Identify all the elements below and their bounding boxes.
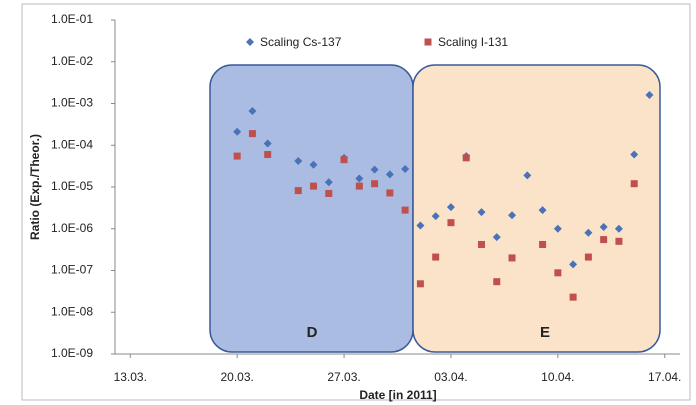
point xyxy=(294,187,302,195)
point xyxy=(584,228,593,237)
point xyxy=(614,224,623,233)
x-tick-label: 10.04. xyxy=(541,370,574,384)
point xyxy=(477,240,485,248)
point xyxy=(645,90,654,99)
point xyxy=(431,212,440,221)
point xyxy=(599,223,608,232)
y-tick-label: 1.0E-07 xyxy=(51,263,93,277)
y-tick-label: 1.0E-05 xyxy=(51,179,93,193)
legend-label: Scaling Cs-137 xyxy=(260,35,342,49)
x-tick-label: 13.03. xyxy=(114,370,147,384)
legend-marker xyxy=(424,38,432,46)
point xyxy=(385,170,394,179)
point xyxy=(401,164,410,173)
x-tick-label: 03.04. xyxy=(434,370,467,384)
point xyxy=(432,253,440,261)
y-axis-title: Ratio (Exp./Theor.) xyxy=(28,134,42,240)
legend-label: Scaling I-131 xyxy=(438,35,508,49)
point xyxy=(600,236,608,244)
point xyxy=(370,165,379,174)
point xyxy=(294,156,303,165)
point xyxy=(539,240,547,248)
legend-marker xyxy=(246,38,254,46)
point xyxy=(248,107,257,116)
region-label: D xyxy=(307,324,318,341)
point xyxy=(630,180,638,188)
y-tick-label: 1.0E-06 xyxy=(51,221,93,235)
point xyxy=(553,224,562,233)
point xyxy=(477,208,486,217)
point xyxy=(584,253,592,261)
point xyxy=(371,180,379,188)
point xyxy=(324,178,333,187)
point xyxy=(630,150,639,159)
x-tick-label: 20.03. xyxy=(220,370,253,384)
point xyxy=(325,189,333,197)
y-tick-label: 1.0E-09 xyxy=(51,346,93,360)
point xyxy=(355,174,364,183)
x-axis-title: Date [in 2011] xyxy=(359,388,436,402)
point xyxy=(263,139,272,148)
point xyxy=(447,219,455,227)
y-tick-label: 1.0E-01 xyxy=(51,12,93,26)
point xyxy=(508,254,516,262)
point xyxy=(233,127,242,136)
region-label: E xyxy=(540,324,550,341)
point xyxy=(569,293,577,301)
point xyxy=(355,182,363,190)
x-tick-label: 17.04. xyxy=(648,370,681,384)
point xyxy=(569,260,578,269)
y-tick-label: 1.0E-08 xyxy=(51,304,93,318)
point xyxy=(462,154,470,162)
region-e xyxy=(412,64,661,353)
point xyxy=(492,233,501,242)
point xyxy=(416,221,425,230)
point xyxy=(233,152,241,160)
point xyxy=(264,151,272,159)
point xyxy=(416,280,424,288)
point xyxy=(493,278,501,286)
y-tick-label: 1.0E-04 xyxy=(51,137,93,151)
point xyxy=(401,206,409,214)
y-tick-label: 1.0E-03 xyxy=(51,96,93,110)
point xyxy=(248,130,256,138)
point xyxy=(309,160,318,169)
point xyxy=(615,237,623,245)
point xyxy=(340,156,348,164)
point xyxy=(386,189,394,197)
point xyxy=(554,269,562,277)
x-tick-label: 27.03. xyxy=(327,370,360,384)
point xyxy=(523,171,532,180)
y-tick-label: 1.0E-02 xyxy=(51,54,93,68)
point xyxy=(310,182,318,190)
point xyxy=(538,206,547,215)
point xyxy=(508,211,517,220)
region-d xyxy=(209,64,414,353)
point xyxy=(446,203,455,212)
